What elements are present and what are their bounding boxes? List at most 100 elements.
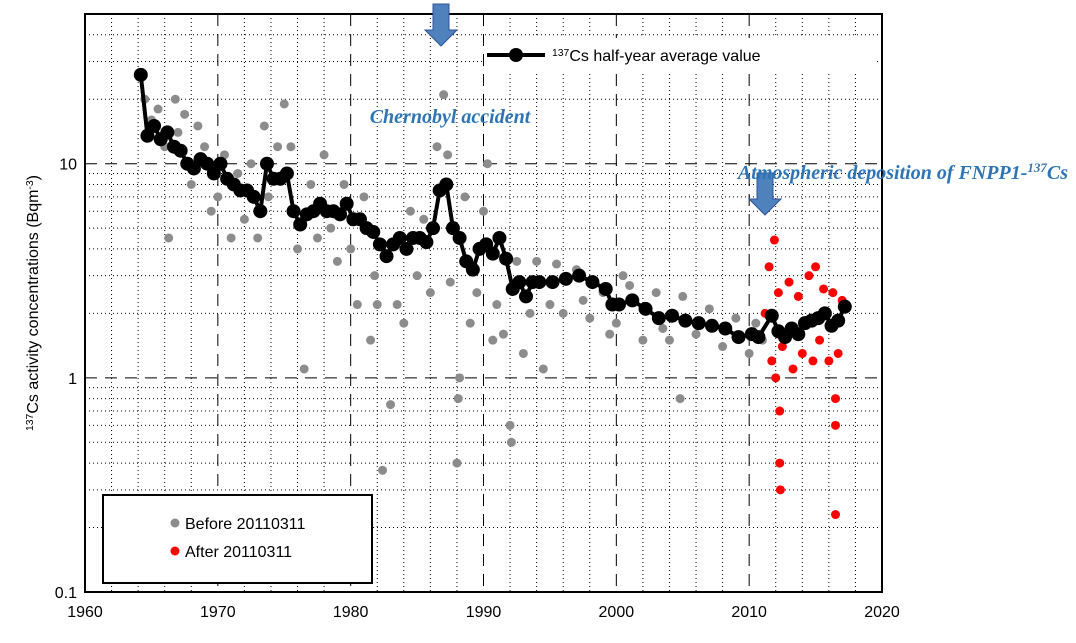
average-point — [147, 118, 162, 133]
scatter-point — [611, 318, 621, 328]
scatter-point — [306, 179, 316, 189]
scatter-point — [552, 259, 562, 269]
x-tick-label: 1960 — [67, 604, 103, 621]
average-point — [485, 246, 500, 261]
average-point — [140, 128, 155, 143]
average-point — [598, 281, 613, 296]
scatter-point — [432, 142, 442, 152]
scatter-point — [833, 348, 843, 358]
legend-label: Before 20110311 — [185, 516, 306, 533]
scatter-point — [239, 214, 249, 224]
average-point — [585, 275, 600, 290]
scatter-point — [233, 168, 243, 178]
scatter-point — [419, 214, 429, 224]
average-point — [452, 230, 467, 245]
annotation-part: Atmospheric deposition of FNPP1- — [736, 162, 1027, 184]
average-point — [638, 301, 653, 316]
scatter-point — [263, 192, 273, 202]
scatter-point — [578, 295, 588, 305]
scatter-point — [525, 308, 535, 318]
scatter-point — [378, 465, 388, 475]
average-point — [339, 196, 354, 211]
scatter-point — [664, 335, 674, 345]
scatter-point — [425, 288, 435, 298]
scatter-point — [359, 192, 369, 202]
scatter-point — [788, 364, 798, 374]
scatter-point — [339, 179, 349, 189]
average-point — [558, 271, 573, 286]
scatter-point — [453, 394, 463, 404]
scatter-point — [815, 335, 825, 345]
scatter-point — [465, 318, 475, 328]
x-tick-label: 2000 — [599, 604, 635, 621]
scatter-point — [443, 150, 453, 160]
average-point — [751, 330, 766, 345]
scatter-point — [506, 437, 516, 447]
average-point — [691, 316, 706, 331]
scatter-point — [532, 256, 542, 266]
scatter-point — [405, 206, 415, 216]
legend-line-box — [484, 38, 874, 74]
scatter-point — [170, 94, 180, 104]
scatter-point — [777, 342, 787, 352]
scatter-point — [412, 271, 422, 281]
average-point — [445, 221, 460, 236]
scatter-point — [831, 420, 841, 430]
scatter-point — [819, 284, 829, 294]
legend-label: After 20110311 — [185, 544, 292, 561]
scatter-point — [767, 356, 777, 366]
scatter-point — [186, 179, 196, 189]
scatter-point — [193, 121, 203, 131]
average-point — [133, 67, 148, 82]
scatter-point — [691, 329, 701, 339]
annotation: Chernobyl accident — [370, 106, 532, 128]
scatter-point — [370, 271, 380, 281]
average-point — [465, 262, 480, 277]
legend-marker — [509, 48, 523, 62]
scatter-point — [585, 313, 595, 323]
average-point — [651, 311, 666, 326]
y-tick-label: 10 — [59, 157, 77, 174]
scatter-point — [392, 300, 402, 310]
scatter-point — [775, 406, 785, 416]
legend-marker — [170, 546, 180, 556]
average-point — [764, 308, 779, 323]
legend-label-part: Cs half-year average value — [569, 48, 760, 65]
average-point — [392, 230, 407, 245]
average-point — [611, 297, 626, 312]
scatter-point — [273, 142, 283, 152]
average-point — [439, 177, 454, 192]
scatter-point — [558, 308, 568, 318]
average-point — [366, 224, 381, 239]
scatter-point — [678, 291, 688, 301]
scatter-point — [771, 373, 781, 383]
x-tick-label: 1990 — [466, 604, 502, 621]
average-point — [625, 293, 640, 308]
scatter-point — [797, 348, 807, 358]
average-point — [246, 189, 261, 204]
scatter-point — [452, 458, 462, 468]
y-axis-label: 137Cs activity concentrations (Bqm-3) — [25, 175, 43, 431]
annotation-part: Cs — [1047, 162, 1068, 184]
average-point — [678, 313, 693, 328]
scatter-point — [638, 335, 648, 345]
scatter-point — [226, 233, 236, 243]
x-tick-label: 2010 — [731, 604, 767, 621]
annotation-part: Chernobyl accident — [370, 106, 532, 128]
scatter-point — [769, 235, 779, 245]
average-point — [200, 156, 215, 171]
y-axis-label-part: Cs activity concentrations (Bqm — [25, 190, 42, 414]
scatter-point — [625, 280, 635, 290]
scatter-point — [764, 262, 774, 272]
plot-frame — [84, 13, 883, 593]
scatter-point — [731, 313, 741, 323]
scatter-point — [808, 356, 818, 366]
x-tick-label: 2020 — [864, 604, 900, 621]
legend-label: 137Cs half-year average value — [552, 48, 761, 66]
scatter-point — [372, 300, 382, 310]
average-point — [492, 230, 507, 245]
scatter-point — [538, 364, 548, 374]
scatter-point — [279, 99, 289, 109]
average-point — [545, 275, 560, 290]
average-point — [731, 330, 746, 345]
